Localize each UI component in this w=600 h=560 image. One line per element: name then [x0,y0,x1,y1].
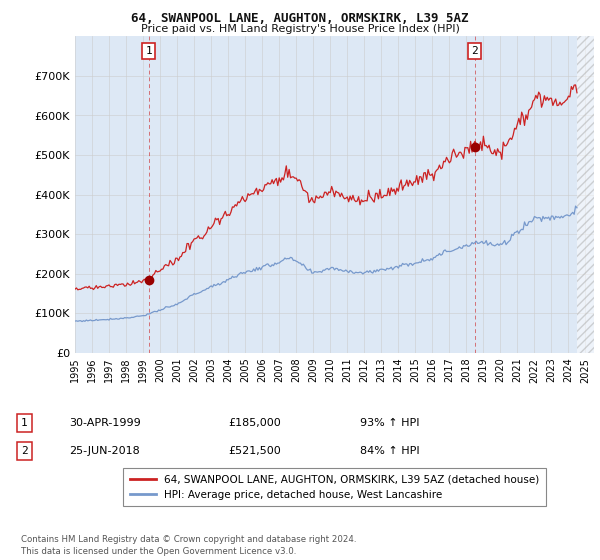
Text: 1: 1 [145,46,152,56]
Text: £521,500: £521,500 [228,446,281,456]
Text: £185,000: £185,000 [228,418,281,428]
Text: Contains HM Land Registry data © Crown copyright and database right 2024.
This d: Contains HM Land Registry data © Crown c… [21,535,356,556]
Text: 1: 1 [21,418,28,428]
Text: 2: 2 [21,446,28,456]
Text: 30-APR-1999: 30-APR-1999 [69,418,141,428]
Bar [577,36,594,353]
Text: 25-JUN-2018: 25-JUN-2018 [69,446,140,456]
Text: 93% ↑ HPI: 93% ↑ HPI [360,418,419,428]
Text: 2: 2 [471,46,478,56]
Text: Price paid vs. HM Land Registry's House Price Index (HPI): Price paid vs. HM Land Registry's House … [140,24,460,34]
Legend: 64, SWANPOOL LANE, AUGHTON, ORMSKIRK, L39 5AZ (detached house), HPI: Average pri: 64, SWANPOOL LANE, AUGHTON, ORMSKIRK, L3… [124,468,545,506]
Text: 84% ↑ HPI: 84% ↑ HPI [360,446,419,456]
Text: 64, SWANPOOL LANE, AUGHTON, ORMSKIRK, L39 5AZ: 64, SWANPOOL LANE, AUGHTON, ORMSKIRK, L3… [131,12,469,25]
